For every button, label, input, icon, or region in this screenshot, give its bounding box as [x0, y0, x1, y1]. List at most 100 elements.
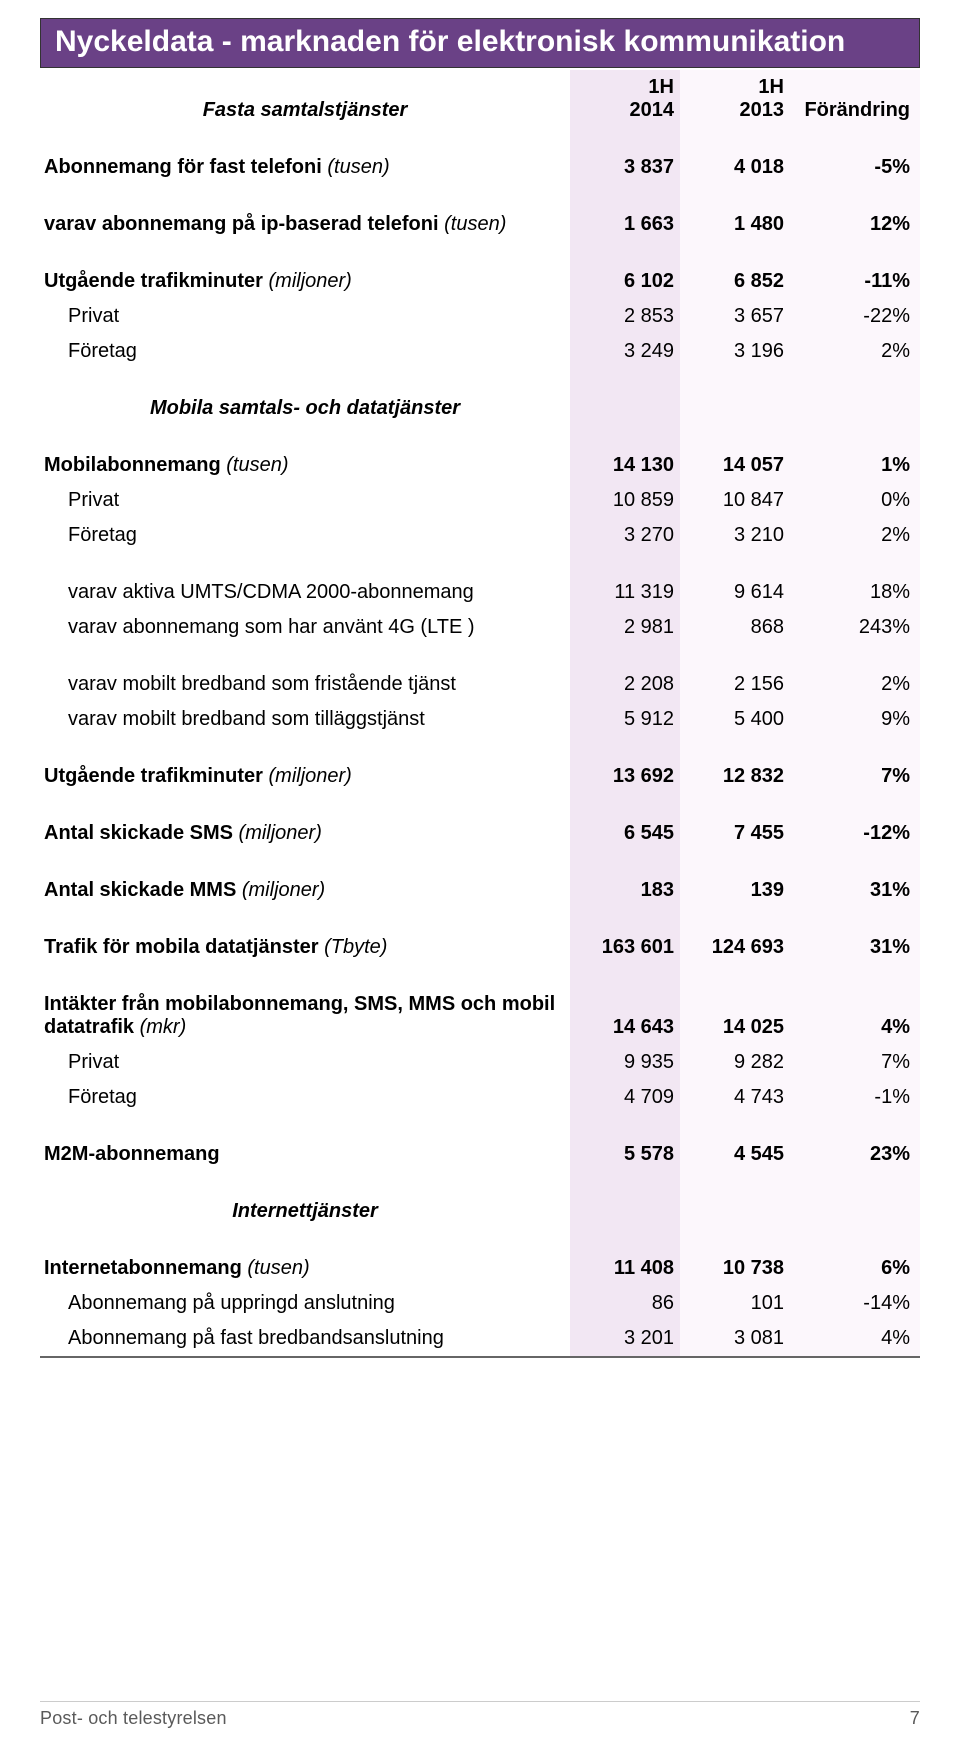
- table-row: Intäkter från mobilabonnemang, SMS, MMS …: [40, 987, 920, 1045]
- spacer: [40, 737, 920, 759]
- row-label: Företag: [40, 518, 570, 553]
- cell-chg: 2%: [790, 518, 920, 553]
- cell-v14: 9 935: [570, 1045, 680, 1080]
- cell-chg: 18%: [790, 575, 920, 610]
- footer-page-number: 7: [910, 1708, 920, 1729]
- cell-chg: 23%: [790, 1137, 920, 1172]
- row-unit: (tusen): [226, 454, 288, 476]
- col-header-2014: 1H 2014: [570, 70, 680, 128]
- row-label: Företag: [40, 1080, 570, 1115]
- cell-v14: 14 130: [570, 448, 680, 483]
- section-title-internet: Internettjänster: [40, 1194, 570, 1229]
- cell-v14: 2 208: [570, 667, 680, 702]
- row-label: Intäkter från mobilabonnemang, SMS, MMS …: [44, 993, 555, 1038]
- cell-v14: 6 102: [570, 264, 680, 299]
- row-unit: (tusen): [247, 1257, 309, 1279]
- table-row: Utgående trafikminuter (miljoner) 6 102 …: [40, 264, 920, 299]
- page-title: Nyckeldata - marknaden för elektronisk k…: [40, 18, 920, 68]
- cell-v13: 868: [680, 610, 790, 645]
- table-row: varav mobilt bredband som tilläggstjänst…: [40, 702, 920, 737]
- cell-v13: 3 196: [680, 334, 790, 369]
- cell-chg: 2%: [790, 667, 920, 702]
- spacer: [40, 908, 920, 930]
- spacer: [40, 128, 920, 150]
- cell-v13: 10 847: [680, 483, 790, 518]
- row-label: varav abonnemang som har använt 4G (LTE …: [40, 610, 570, 645]
- col-header-change: Förändring: [790, 70, 920, 128]
- cell-v13: 4 743: [680, 1080, 790, 1115]
- cell-chg: -14%: [790, 1286, 920, 1321]
- row-unit: (tusen): [444, 213, 506, 235]
- cell-v13: 5 400: [680, 702, 790, 737]
- cell-chg: 7%: [790, 1045, 920, 1080]
- table-row: Företag 4 709 4 743 -1%: [40, 1080, 920, 1115]
- row-unit: (mkr): [140, 1016, 187, 1038]
- cell-v13: 124 693: [680, 930, 790, 965]
- cell-v13: 1 480: [680, 207, 790, 242]
- table-row: Abonnemang för fast telefoni (tusen) 3 8…: [40, 150, 920, 185]
- spacer: [40, 242, 920, 264]
- cell-v14: 6 545: [570, 816, 680, 851]
- row-label: Internetabonnemang: [44, 1257, 242, 1279]
- cell-v14: 183: [570, 873, 680, 908]
- row-unit: (miljoner): [239, 822, 322, 844]
- cell-chg: 4%: [790, 1321, 920, 1357]
- row-label: Abonnemang på fast bredbandsanslutning: [40, 1321, 570, 1357]
- row-unit: (tusen): [327, 156, 389, 178]
- table-row: Privat 9 935 9 282 7%: [40, 1045, 920, 1080]
- cell-chg: -1%: [790, 1080, 920, 1115]
- section-title-fasta: Fasta samtalstjänster: [40, 70, 570, 128]
- spacer: [40, 426, 920, 448]
- row-label: Privat: [40, 483, 570, 518]
- cell-v14: 11 319: [570, 575, 680, 610]
- row-label: varav mobilt bredband som fristående tjä…: [40, 667, 570, 702]
- table-row: Abonnemang på uppringd anslutning 86 101…: [40, 1286, 920, 1321]
- row-unit: (miljoner): [269, 765, 352, 787]
- cell-v14: 11 408: [570, 1251, 680, 1286]
- table-row: Trafik för mobila datatjänster (Tbyte) 1…: [40, 930, 920, 965]
- spacer: [40, 1115, 920, 1137]
- row-label: Företag: [40, 334, 570, 369]
- table-row: varav abonnemang som har använt 4G (LTE …: [40, 610, 920, 645]
- cell-v13: 9 614: [680, 575, 790, 610]
- spacer: [40, 965, 920, 987]
- section-row: Internettjänster: [40, 1194, 920, 1229]
- row-label: Antal skickade MMS: [44, 879, 236, 901]
- cell-chg: 12%: [790, 207, 920, 242]
- cell-v13: 2 156: [680, 667, 790, 702]
- spacer: [40, 1172, 920, 1194]
- col-header-2013: 1H 2013: [680, 70, 790, 128]
- cell-chg: 6%: [790, 1251, 920, 1286]
- spacer: [40, 185, 920, 207]
- table-row: Utgående trafikminuter (miljoner) 13 692…: [40, 759, 920, 794]
- cell-chg: 243%: [790, 610, 920, 645]
- row-unit: (Tbyte): [324, 936, 387, 958]
- cell-chg: 2%: [790, 334, 920, 369]
- cell-chg: 31%: [790, 930, 920, 965]
- footer-left: Post- och telestyrelsen: [40, 1708, 227, 1729]
- table-row: Företag 3 270 3 210 2%: [40, 518, 920, 553]
- table-row: Mobilabonnemang (tusen) 14 130 14 057 1%: [40, 448, 920, 483]
- cell-chg: -22%: [790, 299, 920, 334]
- row-label: varav aktiva UMTS/CDMA 2000-abonnemang: [40, 575, 570, 610]
- cell-chg: -5%: [790, 150, 920, 185]
- cell-v13: 139: [680, 873, 790, 908]
- cell-v14: 2 981: [570, 610, 680, 645]
- page: Nyckeldata - marknaden för elektronisk k…: [0, 0, 960, 1747]
- cell-v13: 14 057: [680, 448, 790, 483]
- cell-v14: 86: [570, 1286, 680, 1321]
- cell-v13: 6 852: [680, 264, 790, 299]
- row-label: M2M-abonnemang: [44, 1143, 220, 1165]
- cell-v14: 3 249: [570, 334, 680, 369]
- cell-chg: 9%: [790, 702, 920, 737]
- row-label: Mobilabonnemang: [44, 454, 221, 476]
- section-title-mobila: Mobila samtals- och datatjänster: [40, 391, 570, 426]
- cell-chg: -12%: [790, 816, 920, 851]
- cell-v13: 3 657: [680, 299, 790, 334]
- section-row: Mobila samtals- och datatjänster: [40, 391, 920, 426]
- cell-v14: 163 601: [570, 930, 680, 965]
- table-row: varav aktiva UMTS/CDMA 2000-abonnemang 1…: [40, 575, 920, 610]
- cell-chg: -11%: [790, 264, 920, 299]
- table-row: Antal skickade MMS (miljoner) 183 139 31…: [40, 873, 920, 908]
- table-row: varav mobilt bredband som fristående tjä…: [40, 667, 920, 702]
